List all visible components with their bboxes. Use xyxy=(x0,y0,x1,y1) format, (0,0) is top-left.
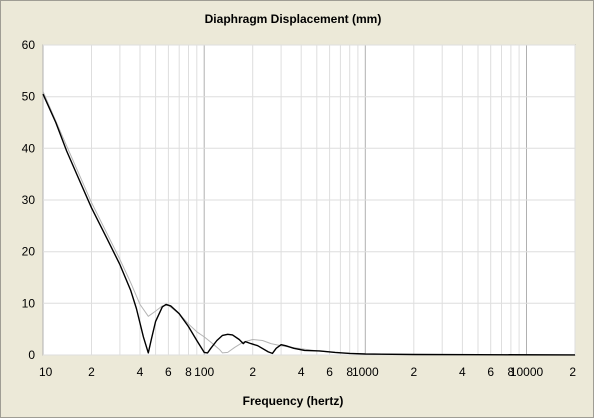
x-tick-label: 10000 xyxy=(510,365,544,379)
y-tick-label: 50 xyxy=(22,90,36,104)
chart-title: Diaphragm Displacement (mm) xyxy=(205,12,382,26)
x-tick-label: 4 xyxy=(298,365,305,379)
y-tick-label: 10 xyxy=(22,296,36,310)
displacement-curve-secondary xyxy=(42,91,576,356)
x-tick-label: 4 xyxy=(459,365,466,379)
x-tick-label: 2 xyxy=(88,365,95,379)
x-tick-label: 4 xyxy=(137,365,144,379)
y-tick-label: 40 xyxy=(22,141,36,155)
x-tick-label: 8 xyxy=(508,365,515,379)
series-layer xyxy=(42,91,576,356)
x-tick-label: 6 xyxy=(165,365,172,379)
displacement-curve-primary xyxy=(42,93,576,356)
y-tick-label: 60 xyxy=(22,38,36,52)
x-tick-label: 2 xyxy=(249,365,256,379)
y-axis-ticks: 0 10 20 30 40 50 60 xyxy=(22,38,36,362)
x-axis-label: Frequency (hertz) xyxy=(243,394,344,408)
y-tick-label: 20 xyxy=(22,245,36,259)
x-tick-label: 10 xyxy=(39,365,53,379)
x-tick-label: 6 xyxy=(487,365,494,379)
x-tick-label: 2 xyxy=(569,365,576,379)
y-tick-label: 30 xyxy=(22,193,36,207)
x-tick-label: 1000 xyxy=(352,365,379,379)
x-tick-label: 6 xyxy=(326,365,333,379)
x-tick-label: 8 xyxy=(346,365,353,379)
x-tick-label: 100 xyxy=(194,365,214,379)
x-tick-label: 8 xyxy=(185,365,192,379)
x-tick-label: 2 xyxy=(410,365,417,379)
y-tick-label: 0 xyxy=(28,348,35,362)
